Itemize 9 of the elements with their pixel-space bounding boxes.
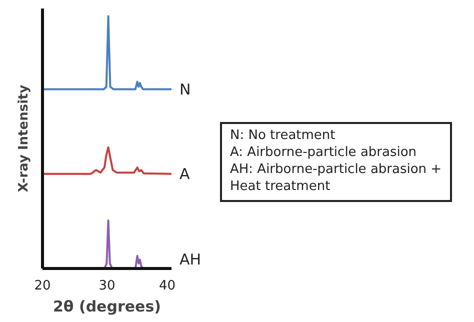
x-axis-title: 2θ (degrees) [53,298,161,316]
series-label: AH [180,250,202,268]
series-label: A [180,164,190,183]
series-label: N [180,80,191,98]
y-axis-title: X-ray Intensity [16,84,32,192]
x-tick-label: 20 [34,278,51,294]
x-tick-label: 40 [158,278,176,294]
text: N: No treatment A: Airborne-particle abrasion AH: Airborne-particle abrasion + Heat treatment [220,122,452,202]
x-tick-label: 30 [98,278,116,294]
